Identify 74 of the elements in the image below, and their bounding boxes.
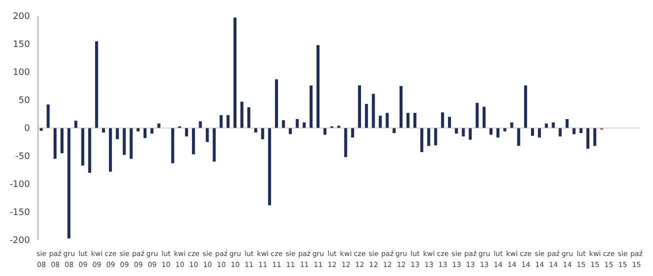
y-tick-label: 200 xyxy=(12,12,30,22)
bar xyxy=(566,119,569,128)
bar xyxy=(206,128,209,142)
bar xyxy=(185,128,188,136)
y-tick-label: 150 xyxy=(12,40,30,50)
bar xyxy=(482,106,486,128)
bar xyxy=(302,122,306,128)
bar xyxy=(46,104,50,128)
bar xyxy=(413,112,416,128)
bar xyxy=(427,128,430,146)
bar xyxy=(400,86,403,128)
bar xyxy=(116,128,119,140)
bar xyxy=(344,128,348,158)
bar xyxy=(579,128,582,134)
bar xyxy=(420,128,424,152)
bar xyxy=(226,115,230,128)
bar xyxy=(364,104,368,128)
bar xyxy=(88,128,92,173)
bar xyxy=(358,85,362,128)
y-tick-label: -200 xyxy=(10,236,30,246)
bar xyxy=(510,122,514,128)
y-tick-label: 100 xyxy=(12,68,30,78)
bar xyxy=(448,116,451,128)
bar xyxy=(531,128,534,136)
y-tick-label: -150 xyxy=(10,208,30,218)
bar xyxy=(406,112,410,128)
bar xyxy=(220,115,223,128)
bar xyxy=(310,85,313,128)
bar xyxy=(95,41,98,128)
bar xyxy=(274,79,278,128)
bar xyxy=(144,128,147,138)
bar xyxy=(586,128,590,149)
bar xyxy=(108,128,112,172)
bar xyxy=(538,128,541,138)
bar xyxy=(517,128,520,146)
bar xyxy=(130,128,133,159)
bar xyxy=(233,18,236,128)
bar xyxy=(468,128,472,140)
bar xyxy=(378,116,382,128)
bar xyxy=(386,112,389,128)
y-tick-label: 50 xyxy=(18,96,30,106)
y-tick-label: -100 xyxy=(10,180,30,190)
bar xyxy=(192,128,195,154)
bar xyxy=(392,128,396,134)
bar xyxy=(558,128,562,136)
bar xyxy=(54,128,57,159)
bar xyxy=(282,120,285,128)
y-tick-label: -50 xyxy=(15,152,30,162)
bar xyxy=(454,128,458,134)
bar xyxy=(552,122,555,128)
bar xyxy=(434,128,438,146)
bar xyxy=(593,128,596,146)
bar xyxy=(316,45,320,128)
bar xyxy=(476,102,479,128)
bar xyxy=(351,128,354,138)
bar xyxy=(67,128,70,238)
bar xyxy=(296,119,299,128)
bar xyxy=(441,112,444,128)
bar xyxy=(462,128,465,136)
bar xyxy=(372,94,375,128)
bar xyxy=(60,128,64,154)
bar xyxy=(81,128,84,166)
bar xyxy=(247,107,250,128)
bar xyxy=(240,102,244,128)
bar xyxy=(212,128,216,162)
bar xyxy=(496,128,500,138)
bar xyxy=(261,128,264,140)
bar xyxy=(150,128,154,134)
y-tick-label: 0 xyxy=(24,124,30,134)
bar xyxy=(268,128,272,206)
bar xyxy=(171,128,174,164)
bar xyxy=(524,85,528,128)
bar xyxy=(122,128,126,155)
bar xyxy=(74,120,78,128)
